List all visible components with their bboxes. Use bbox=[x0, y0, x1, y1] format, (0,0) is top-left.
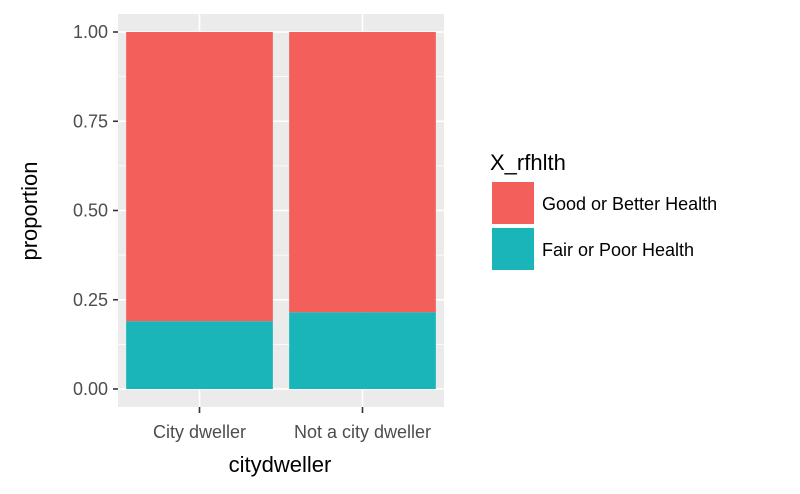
y-tick-label: 0.00 bbox=[73, 379, 108, 399]
x-tick-label: Not a city dweller bbox=[294, 422, 431, 442]
y-tick-label: 0.50 bbox=[73, 201, 108, 221]
y-axis-title: proportion bbox=[17, 161, 42, 260]
y-tick-label: 0.75 bbox=[73, 111, 108, 131]
y-tick-label: 0.25 bbox=[73, 290, 108, 310]
legend-label: Good or Better Health bbox=[542, 194, 717, 214]
x-axis-title: citydweller bbox=[229, 452, 332, 477]
x-axis: City dweller Not a city dweller bbox=[153, 407, 431, 442]
bar-segment bbox=[126, 321, 273, 389]
legend-label: Fair or Poor Health bbox=[542, 240, 694, 260]
legend-title: X_rfhlth bbox=[490, 150, 566, 175]
bar-segment bbox=[289, 312, 436, 389]
legend: X_rfhlth Good or Better Health Fair or Po… bbox=[490, 150, 717, 270]
bars bbox=[126, 32, 436, 389]
bar-segment bbox=[126, 32, 273, 322]
x-tick-label: City dweller bbox=[153, 422, 246, 442]
legend-key bbox=[492, 228, 534, 270]
y-tick-label: 1.00 bbox=[73, 22, 108, 42]
legend-key bbox=[492, 182, 534, 224]
y-axis: 0.00 0.25 0.50 0.75 1.00 bbox=[73, 22, 118, 399]
bar-segment bbox=[289, 32, 436, 313]
